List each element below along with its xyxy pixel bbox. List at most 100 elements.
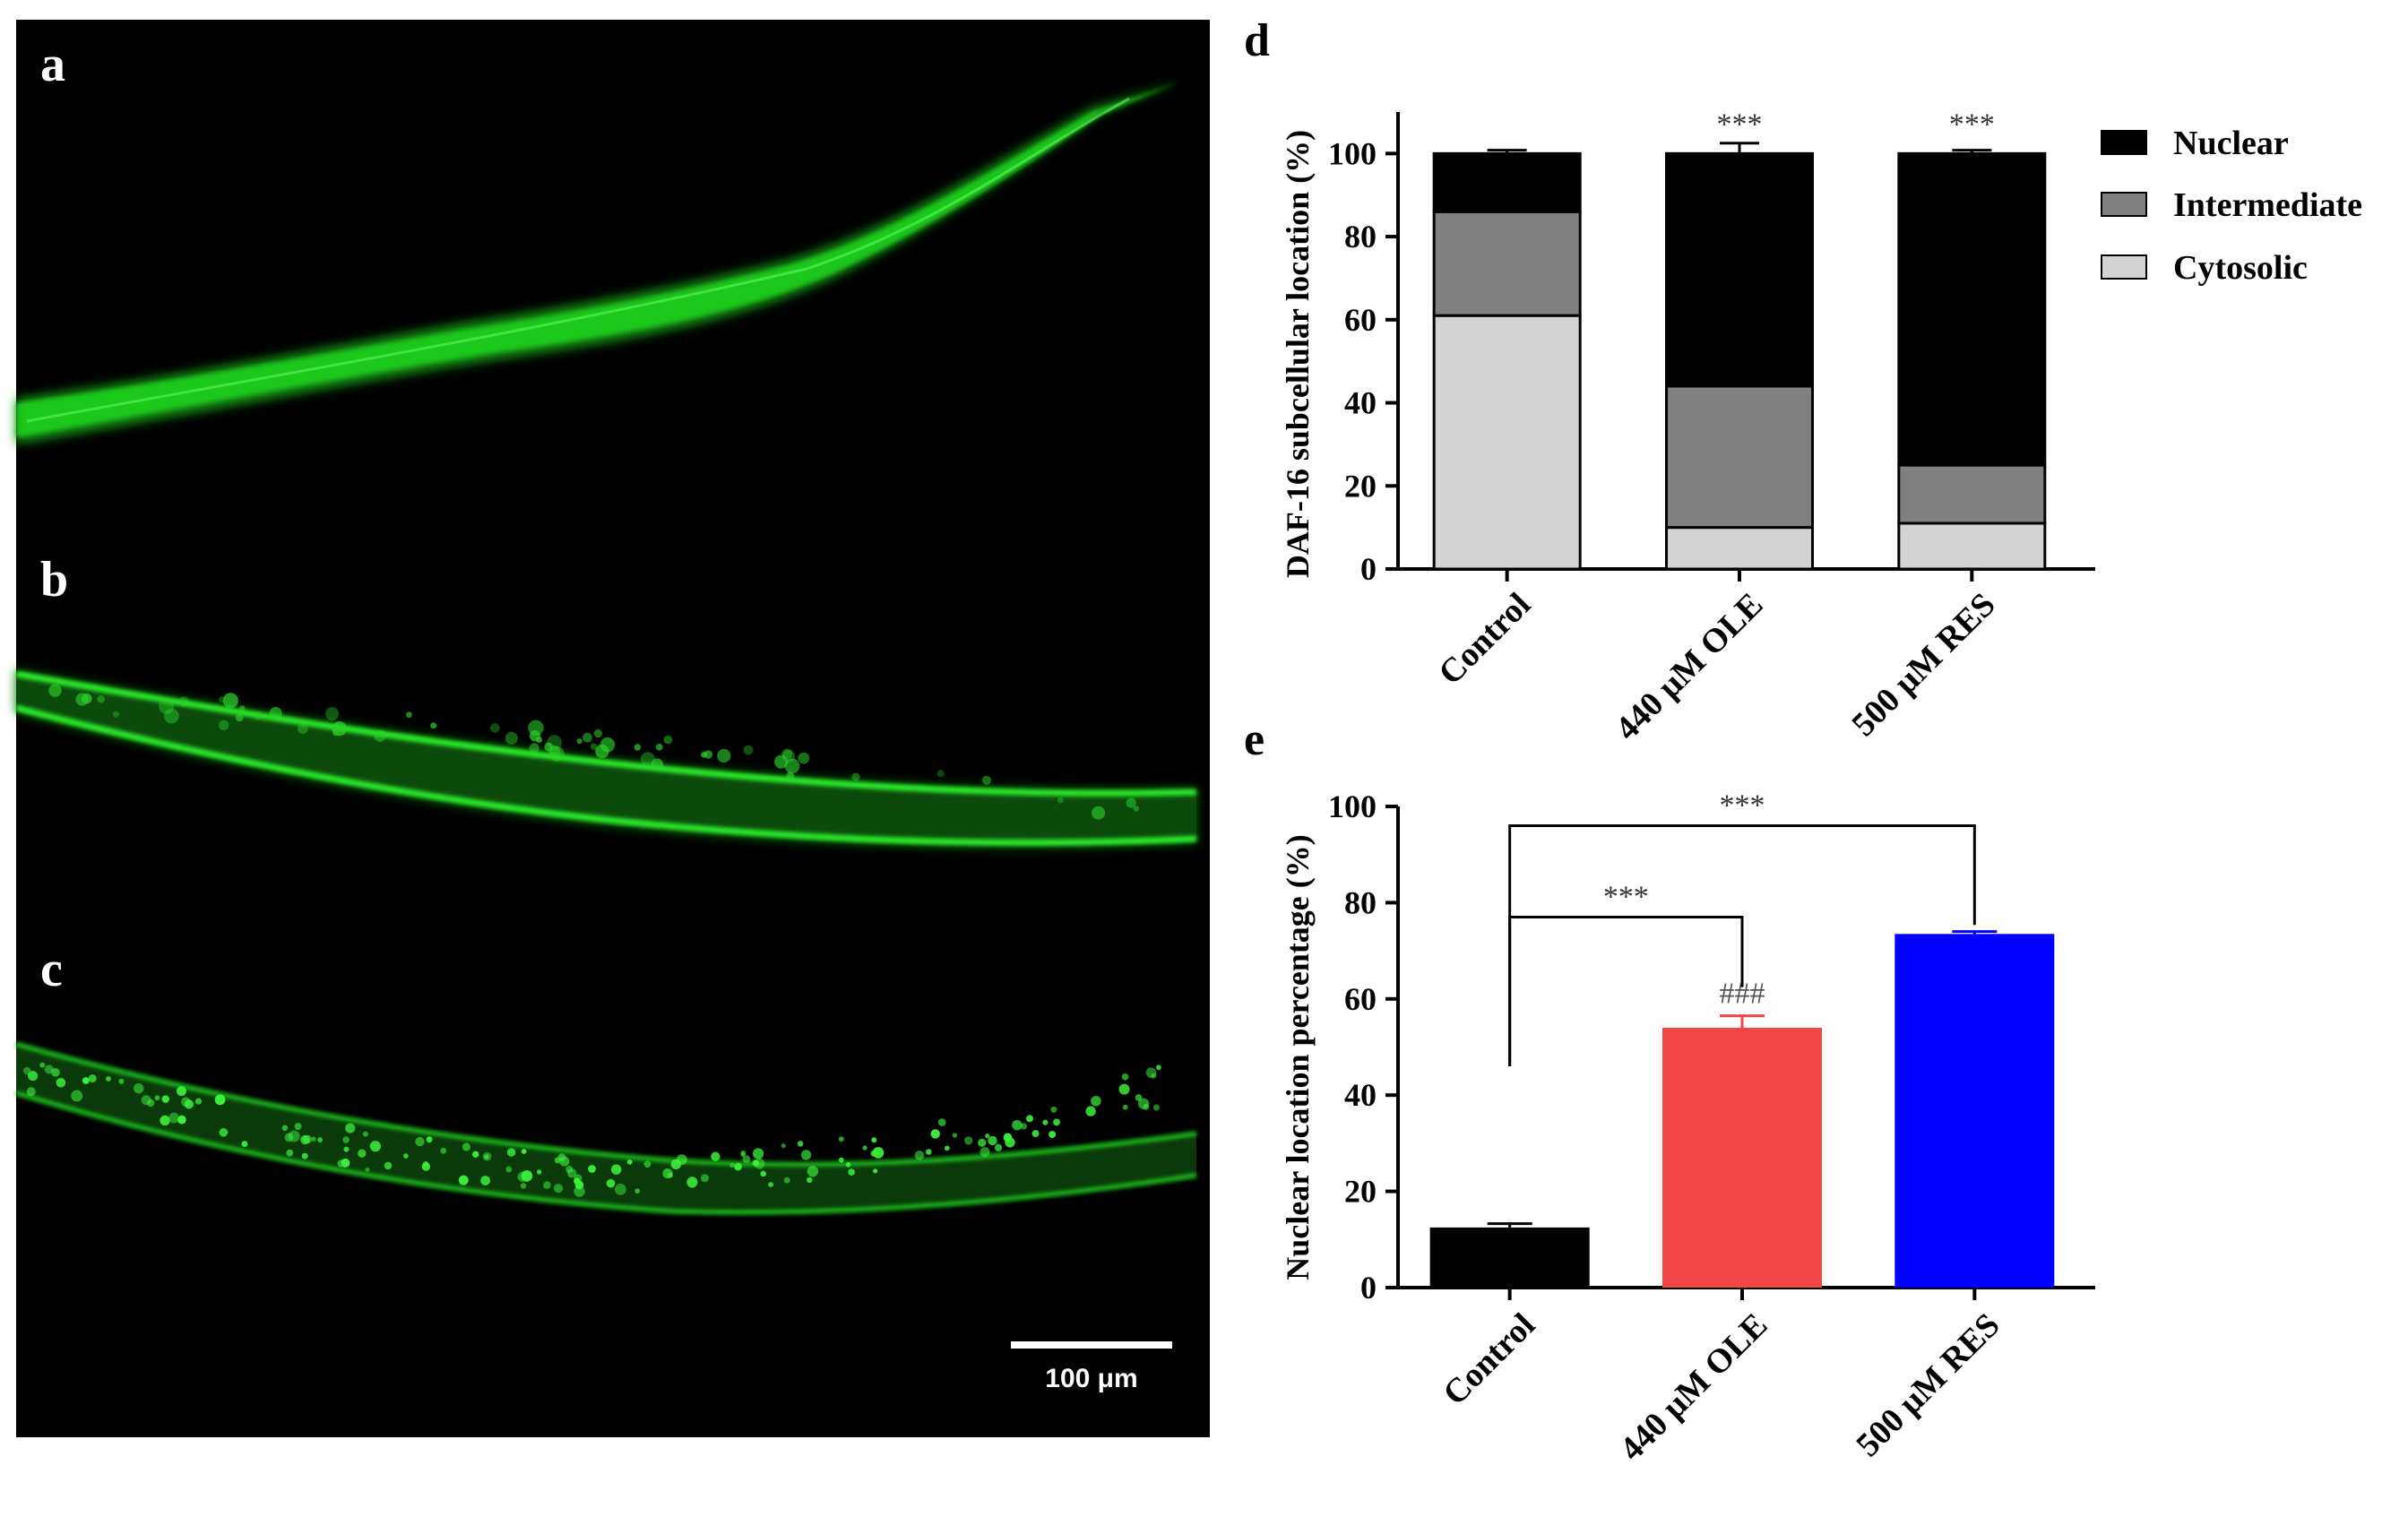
worm-b-spot — [547, 735, 562, 750]
worm-c-spot — [862, 1145, 867, 1151]
worm-c-spot — [848, 1168, 855, 1176]
worm-c-spot — [154, 1095, 160, 1100]
worm-c-spot — [403, 1153, 409, 1159]
worm-c-spot — [783, 1177, 790, 1184]
worm-b-spot — [781, 749, 796, 763]
worm-c-spot — [517, 1171, 528, 1182]
worm-b-spot — [701, 751, 708, 758]
worm-c-spot — [472, 1151, 479, 1159]
worm-c-spot — [1152, 1104, 1160, 1111]
chart-d-legend: Nuclear Intermediate Cytosolic — [2101, 125, 2362, 287]
chart-d-bar-segment — [1432, 314, 1582, 571]
worm-c-spot — [415, 1136, 425, 1147]
panel-label-c: c — [40, 942, 63, 997]
chart-d-y-tick-label: 100 — [1328, 135, 1377, 171]
chart-e-y-tick-label: 0 — [1360, 1270, 1377, 1306]
worm-c-spot — [944, 1145, 950, 1151]
worm-b-spot — [1126, 797, 1136, 808]
chart-e-bars — [1429, 930, 2055, 1288]
worm-c-spot — [421, 1162, 431, 1171]
worm-c-spot — [505, 1166, 513, 1173]
chart-d: d 0 20 40 60 80 100 Control 440 μM OLE 500 μM R… — [1244, 15, 2362, 747]
worm-c-spot — [754, 1158, 765, 1169]
panel-label-d: d — [1244, 15, 1270, 66]
worm-c-spot — [56, 1078, 66, 1088]
worm-b-spot — [235, 713, 244, 722]
worm-c-spot — [988, 1135, 997, 1146]
chart-d-y-tick-label: 80 — [1344, 219, 1377, 254]
worm-b-spot — [97, 694, 106, 703]
chart-d-y-tick-label: 40 — [1344, 385, 1377, 421]
legend-label-cytosolic: Cytosolic — [2173, 249, 2308, 287]
worm-c-spot — [937, 1118, 946, 1126]
worm-b-spot — [634, 744, 641, 751]
worm-b-spot — [717, 748, 731, 763]
worm-c-spot — [1049, 1131, 1057, 1139]
worm-c-spot — [711, 1151, 721, 1161]
worm-c-spot — [662, 1168, 673, 1179]
worm-b-spot — [549, 746, 565, 762]
worm-c-spot — [177, 1115, 186, 1125]
chart-d-bar-segment — [1897, 463, 2047, 525]
chart-e-y-tick-label: 80 — [1344, 884, 1377, 920]
worm-b-spot — [164, 708, 179, 724]
worm-c-spot — [1156, 1064, 1161, 1071]
worm-c-spot — [701, 1174, 709, 1183]
scale-bar — [1011, 1341, 1172, 1349]
chart-d-y-tick-label: 60 — [1344, 302, 1377, 338]
worm-a — [16, 81, 1183, 444]
worm-b-edge-bottom — [15, 704, 1197, 846]
worm-b-spot — [332, 721, 347, 737]
worm-c-spot — [926, 1149, 932, 1155]
worm-c-spot — [294, 1123, 302, 1131]
worm-c-spot — [440, 1147, 447, 1154]
worm-c-spot — [838, 1157, 844, 1163]
worm-c-spot — [286, 1149, 294, 1157]
worm-c-spot — [872, 1147, 885, 1159]
chart-e-annotations: ###****** — [1508, 789, 1976, 1066]
worm-c-spot — [686, 1177, 698, 1188]
chart-e-y-tick-label: 40 — [1344, 1077, 1377, 1113]
worm-c-spot — [588, 1165, 596, 1173]
worm-c-spot — [301, 1152, 308, 1159]
chart-d-bars — [1432, 142, 2047, 571]
chart-d-y-axis-label: DAF-16 subcellular location (%) — [1280, 130, 1316, 578]
worm-c-spot — [288, 1130, 300, 1142]
worm-c-spot — [345, 1123, 356, 1133]
worm-c-spot — [753, 1148, 764, 1159]
worm-c-spot — [566, 1168, 577, 1178]
worm-c-spot — [462, 1142, 471, 1151]
worm-c-edge-top — [15, 1041, 1197, 1167]
chart-e-x-tick-label: 500 μM RES — [1849, 1306, 2007, 1464]
worm-c-spot — [160, 1115, 170, 1126]
worm-c-spot — [1121, 1073, 1129, 1081]
worm-c-spot — [521, 1149, 527, 1154]
worm-b-spot — [590, 743, 598, 750]
panel-label-b: b — [40, 552, 68, 608]
worm-a-body-glow — [16, 81, 1183, 444]
worm-c-spot — [676, 1154, 687, 1166]
worm-c-spot — [358, 1149, 367, 1158]
worm-b-spot — [851, 772, 860, 781]
worm-c-spot — [369, 1141, 381, 1152]
worm-c-spot — [426, 1136, 433, 1143]
chart-d-bar-segment — [1432, 210, 1582, 317]
worm-b-spot — [178, 696, 190, 707]
worm-c-spot — [168, 1112, 180, 1124]
worm-b-spot — [490, 723, 500, 733]
worm-c-spot — [1135, 1094, 1143, 1101]
worm-c-spot — [362, 1131, 368, 1137]
worm-c-spot — [365, 1167, 370, 1172]
worm-c-spot — [797, 1141, 804, 1147]
chart-d-x-labels: Control 440 μM OLE 500 μM RES — [1431, 569, 2003, 747]
worm-c-spot — [177, 1086, 186, 1097]
chart-d-y-tick-label: 20 — [1344, 468, 1377, 504]
chart-e-y-tick-label: 20 — [1344, 1174, 1377, 1210]
worm-b-spot — [784, 758, 800, 774]
chart-d-bar-segment — [1432, 151, 1582, 213]
worm-c-body — [16, 1044, 1196, 1213]
worm-c-spot — [1118, 1083, 1130, 1095]
legend-swatch-intermediate — [2101, 192, 2147, 217]
worm-c-spot — [384, 1161, 393, 1170]
